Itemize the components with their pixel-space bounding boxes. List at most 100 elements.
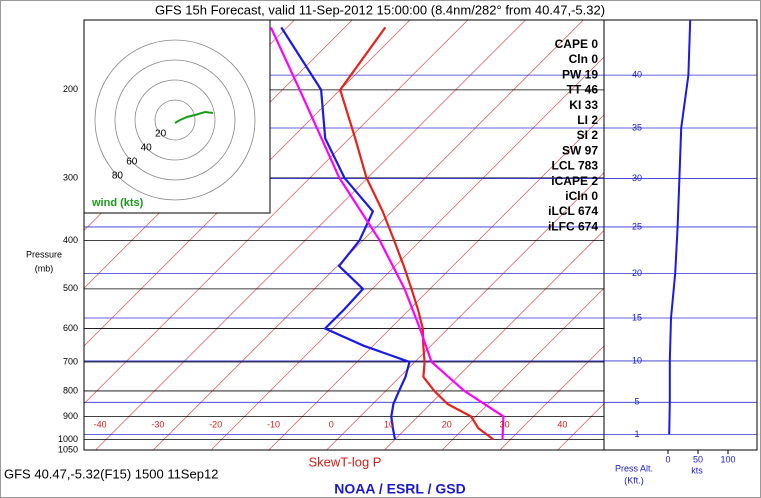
wind-tick-label: 0	[665, 454, 670, 464]
index-label: iCln	[565, 189, 588, 203]
y2-axis-unit: (Kft.)	[624, 475, 644, 485]
isotherm	[499, 345, 604, 450]
index: KI 33	[569, 98, 598, 112]
isotherm	[326, 172, 604, 450]
index-value: 0	[591, 189, 598, 203]
index-label: CAPE	[555, 37, 588, 51]
index: iLFC 674	[548, 220, 598, 234]
x-tick-label: -20	[209, 419, 222, 429]
y-tick-label: 500	[63, 283, 78, 293]
y-tick-label: 400	[63, 235, 78, 245]
credit: NOAA / ESRL / GSD	[334, 481, 465, 497]
x-tick-label: 0	[329, 419, 334, 429]
index: SI 2	[577, 128, 599, 142]
y-tick-label: 300	[63, 172, 78, 182]
index-label: iLFC	[548, 220, 575, 234]
y-axis-unit: (mb)	[35, 263, 54, 273]
y-tick-label: 700	[63, 356, 78, 366]
index-value: 2	[591, 128, 598, 142]
index-label: iCAPE	[551, 174, 588, 188]
index-label: PW	[562, 68, 582, 82]
isotherm	[441, 287, 604, 450]
index-value: 97	[585, 144, 599, 158]
x-tick-label: 20	[442, 419, 452, 429]
index: iCAPE 2	[551, 174, 598, 188]
index: LCL 783	[552, 159, 599, 173]
index-value: 783	[578, 159, 598, 173]
isotherm	[95, 20, 526, 450]
index-label: KI	[569, 98, 581, 112]
index: iLCL 674	[548, 204, 598, 218]
y-tick-label: 1000	[58, 434, 78, 444]
index: LI 2	[577, 113, 598, 127]
isotherm	[210, 56, 604, 450]
x-tick-label: 40	[557, 419, 567, 429]
x-tick-label: -40	[94, 419, 107, 429]
y2-tick-label: 40	[632, 69, 642, 79]
y2-axis-label: Press Alt.	[615, 463, 653, 473]
index-label: LI	[577, 113, 588, 127]
index-value: 0	[591, 37, 598, 51]
y-tick-label: 800	[63, 385, 78, 395]
index-value: 19	[585, 68, 599, 82]
index-value: 0	[591, 52, 598, 66]
index-value: 46	[585, 83, 599, 97]
index: CAPE 0	[555, 37, 599, 51]
y-tick-label: 1050	[58, 444, 78, 454]
x-tick-label: 10	[384, 419, 394, 429]
hodograph-ring	[134, 79, 216, 161]
hodograph-box	[84, 20, 271, 214]
x-tick-label: -10	[267, 419, 280, 429]
y-tick-label: 200	[63, 84, 78, 94]
chart-title: GFS 15h Forecast, valid 11-Sep-2012 15:0…	[155, 2, 605, 17]
index-label: iLCL	[548, 204, 574, 218]
index-value: 33	[585, 98, 599, 112]
y2-tick-label: 5	[634, 397, 639, 407]
y2-tick-label: 15	[632, 312, 642, 322]
y-tick-label: 600	[63, 323, 78, 333]
wind-tick-label: 50	[693, 454, 703, 464]
index-label: Cln	[569, 52, 588, 66]
x-tick-label: 30	[500, 419, 510, 429]
hodograph-ring-label: 60	[126, 157, 138, 168]
index-value: 2	[591, 113, 598, 127]
y2-tick-label: 30	[632, 173, 642, 183]
hodograph-ring	[94, 39, 256, 201]
isotherm	[84, 20, 469, 405]
index: PW 19	[562, 68, 598, 82]
isotherm	[84, 20, 411, 347]
index-label: SI	[577, 128, 588, 142]
subtitle: GFS 40.47,-5.32(F15) 1500 11Sep12	[4, 466, 218, 481]
profile-line	[269, 26, 505, 440]
hodograph-ring-label: 20	[155, 129, 167, 140]
y2-tick-label: 10	[632, 355, 642, 365]
index: iCln 0	[565, 189, 598, 203]
y-axis-label: Pressure	[26, 249, 62, 259]
profile-line	[280, 26, 411, 440]
index-label: TT	[567, 83, 582, 97]
hodograph-ring	[154, 99, 196, 141]
isotherm	[268, 114, 604, 450]
y2-tick-label: 1	[634, 429, 639, 439]
index-value: 674	[578, 204, 598, 218]
hodograph-ring	[114, 59, 236, 181]
isotherm	[384, 229, 604, 450]
index-label: SW	[562, 144, 582, 158]
wind-axis-label: kts	[691, 465, 703, 475]
isotherm	[153, 20, 584, 450]
y2-tick-label: 35	[632, 122, 642, 132]
y2-tick-label: 25	[632, 221, 642, 231]
index: TT 46	[567, 83, 599, 97]
y2-tick-label: 20	[632, 268, 642, 278]
profile-line	[338, 26, 494, 441]
isotherm	[84, 20, 353, 289]
hodograph-label: wind (kts)	[91, 197, 144, 209]
hodograph-ring-label: 80	[112, 171, 124, 182]
index: SW 97	[562, 144, 598, 158]
x-tick-label: -30	[151, 419, 164, 429]
index-value: 2	[591, 174, 598, 188]
y-tick-label: 900	[63, 411, 78, 421]
